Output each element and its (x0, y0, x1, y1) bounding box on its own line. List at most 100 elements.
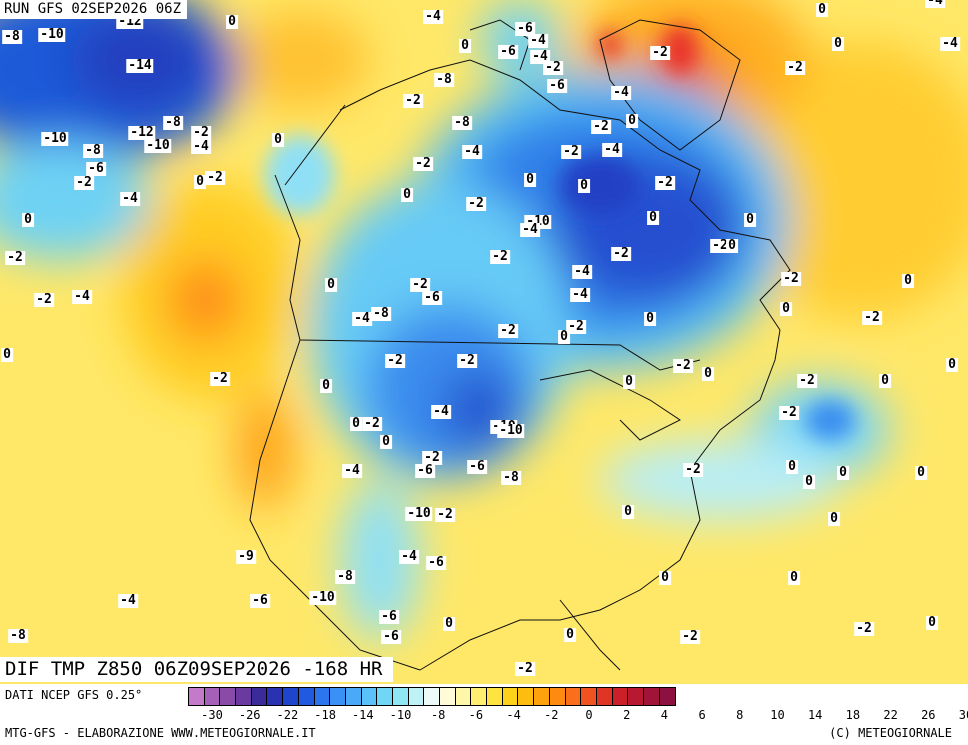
contour-label: -2 (673, 358, 693, 373)
contour-label: -4 (570, 287, 590, 302)
contour-label: -6 (381, 629, 401, 644)
contour-label: -2 (854, 621, 874, 636)
color-swatch (487, 688, 503, 705)
contour-label: -2 (797, 373, 817, 388)
contour-label: -2 (683, 462, 703, 477)
run-title: RUN GFS 02SEP2026 06Z (0, 0, 188, 19)
contour-label: -2 (515, 661, 535, 676)
contour-label: -2 (655, 175, 675, 190)
contour-label: -2 (543, 60, 563, 75)
contour-label: 0 (879, 373, 891, 388)
contour-label: -6 (250, 593, 270, 608)
scale-tick-label: 6 (698, 708, 706, 722)
scale-tick-label: 0 (585, 708, 593, 722)
contour-label: -4 (940, 36, 960, 51)
contour-label: -8 (2, 29, 22, 44)
contour-label: 0 (744, 212, 756, 227)
contour-label: 0 (350, 416, 362, 431)
contour-label: 0 (780, 301, 792, 316)
contour-label: -2 (710, 238, 730, 253)
contour-label: -6 (379, 609, 399, 624)
contour-label: -10 (497, 423, 525, 438)
contour-label: -10 (309, 590, 337, 605)
scale-tick-label: -14 (351, 708, 374, 722)
contour-label: 0 (926, 615, 938, 630)
color-swatch (408, 688, 425, 705)
contour-label: -2 (191, 125, 211, 140)
contour-label: 0 (647, 210, 659, 225)
contour-label: -2 (490, 249, 510, 264)
contour-label: -2 (466, 196, 486, 211)
color-swatch (251, 688, 268, 705)
contour-label: 0 (524, 172, 536, 187)
contour-label: -2 (680, 629, 700, 644)
contour-label: -2 (779, 405, 799, 420)
field-title: DIF TMP Z850 06Z09SEP2026 -168 HR (0, 657, 393, 682)
data-source-label: DATI NCEP GFS 0.25° (5, 688, 143, 702)
contour-label: -4 (423, 9, 443, 24)
contour-label: -4 (118, 593, 138, 608)
contour-label: -2 (611, 246, 631, 261)
color-swatch (596, 688, 613, 705)
contour-label: -12 (128, 125, 156, 140)
contour-label: -6 (426, 555, 446, 570)
contour-label: 0 (443, 616, 455, 631)
scale-tick-label: 14 (807, 708, 823, 722)
scale-tick-label: 4 (660, 708, 669, 722)
contour-label: -2 (34, 292, 54, 307)
color-swatch (643, 688, 660, 705)
contour-label: 0 (380, 434, 392, 449)
contour-label: -2 (435, 507, 455, 522)
contour-label: -2 (457, 353, 477, 368)
contour-label: -4 (925, 0, 945, 8)
contour-label: -6 (86, 161, 106, 176)
contour-label: -6 (415, 463, 435, 478)
contour-label: 0 (702, 366, 714, 381)
contour-label: 0 (401, 187, 413, 202)
color-scale-bar (188, 687, 677, 706)
color-swatch (612, 688, 629, 705)
contour-label: -2 (566, 319, 586, 334)
contour-label: 0 (226, 14, 238, 29)
contour-label: -2 (403, 93, 423, 108)
color-swatch (236, 688, 252, 705)
contour-label: -8 (452, 115, 472, 130)
scale-tick-label: 2 (623, 708, 631, 722)
contour-label: -2 (591, 119, 611, 134)
color-swatch (659, 688, 676, 705)
contour-label: -2 (74, 175, 94, 190)
contour-label: 0 (564, 627, 576, 642)
contour-label: 0 (915, 465, 927, 480)
scale-tick-label: -4 (506, 708, 521, 722)
contour-label: 0 (272, 132, 284, 147)
scale-tick-label: -26 (238, 708, 261, 722)
contour-label: 0 (726, 238, 738, 253)
color-swatch (628, 688, 644, 705)
contour-label: -2 (650, 45, 670, 60)
contour-label: 0 (837, 465, 849, 480)
contour-label: -4 (530, 49, 550, 64)
color-swatch (189, 688, 205, 705)
color-swatch (345, 688, 362, 705)
contour-label: 0 (22, 212, 34, 227)
contour-label: 0 (325, 277, 337, 292)
contour-label: -4 (611, 85, 631, 100)
contour-label: 0 (622, 504, 634, 519)
contour-label: 0 (788, 570, 800, 585)
contour-label: -4 (399, 549, 419, 564)
contour-label: 0 (902, 273, 914, 288)
color-swatch (283, 688, 299, 705)
contour-label: -6 (467, 459, 487, 474)
scale-tick-label: -18 (314, 708, 336, 722)
contour-label: -8 (434, 72, 454, 87)
anomaly-details (265, 25, 855, 440)
contour-label: -2 (5, 250, 25, 265)
contour-label: 0 (786, 459, 798, 474)
scale-tick-label: -10 (389, 708, 412, 722)
contour-label: 0 (659, 570, 671, 585)
contour-label: -2 (561, 144, 581, 159)
contour-label: -2 (362, 416, 382, 431)
contour-label: 0 (1, 347, 13, 362)
scale-tick-label: 8 (736, 708, 744, 722)
